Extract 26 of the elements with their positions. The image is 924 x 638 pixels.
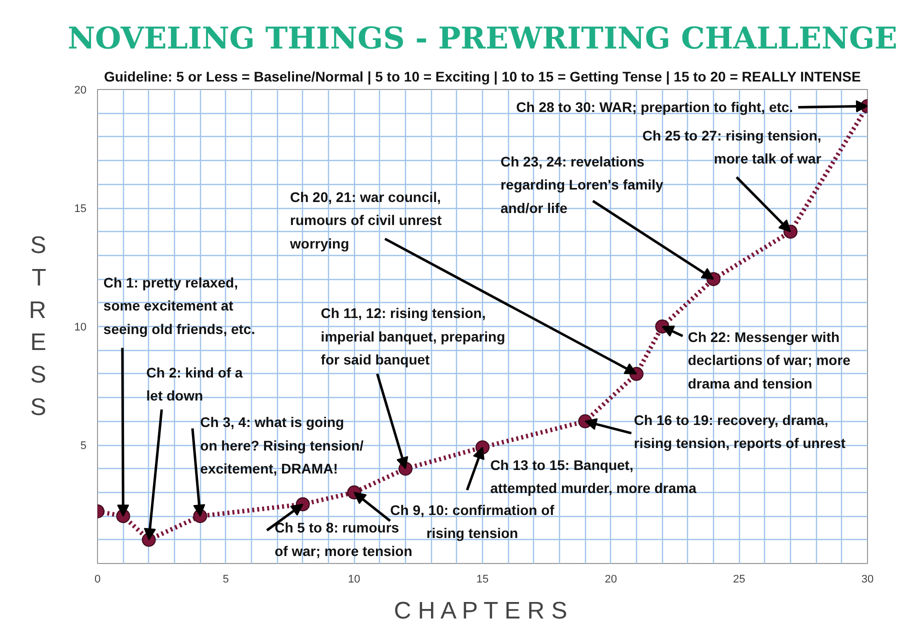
chart-title: NOVELING THINGS - PREWRITING CHALLENGE — [68, 22, 898, 56]
x-tick-label: 20 — [604, 574, 617, 586]
y-tick-label: 15 — [74, 203, 87, 215]
y-tick-label: 5 — [80, 440, 87, 452]
annotation: Ch 1: pretty relaxed, some excitement at seeing old friends, etc. — [103, 274, 256, 337]
annotation: Ch 16 to 19: recovery, drama, rising tension, reports of unrest — [634, 412, 846, 452]
x-tick-label: 5 — [222, 574, 229, 586]
y-tick-label: 10 — [74, 322, 87, 334]
annotation: Ch 3, 4: what is going on here? Rising tension/ excitement, DRAMA! — [200, 414, 364, 477]
x-tick-label: 10 — [348, 574, 360, 586]
annotation: Ch 28 to 30: WAR; prepartion to fight, etc. — [516, 98, 794, 115]
y-axis-title: STRESS — [28, 232, 47, 421]
x-tick-label: 15 — [476, 574, 489, 586]
x-tick-label: 0 — [94, 574, 101, 586]
x-tick-label: 25 — [733, 574, 746, 586]
annotation: Ch 11, 12: rising tension, imperial banquet, preparing for said banquet — [320, 305, 506, 368]
chart-subtitle: Guideline: 5 or Less = Baseline/Normal | 5 to 10 = Exciting | 10 to 15 = Getting Tense | 15 to 20 = REALLY INTENSE — [104, 68, 861, 86]
annotation: Ch 5 to 8: rumours of war; more tension — [274, 520, 412, 559]
x-axis-title: C H A P T E R S — [394, 598, 568, 624]
annotation: Ch 20, 21: war council, rumours of civil unrest worrying — [289, 189, 442, 252]
y-tick-label: 20 — [74, 84, 87, 96]
annotation: Ch 22: Messenger with declartions of war; more drama and tension — [688, 328, 851, 392]
annotation: Ch 2: kind of a let down — [146, 364, 243, 404]
x-tick-label: 30 — [861, 574, 874, 586]
annotation: Ch 13 to 15: Banquet, attempted murder, more drama — [490, 456, 697, 496]
annotation: Ch 23, 24: revelations regarding Loren's family and/or life — [500, 153, 664, 216]
